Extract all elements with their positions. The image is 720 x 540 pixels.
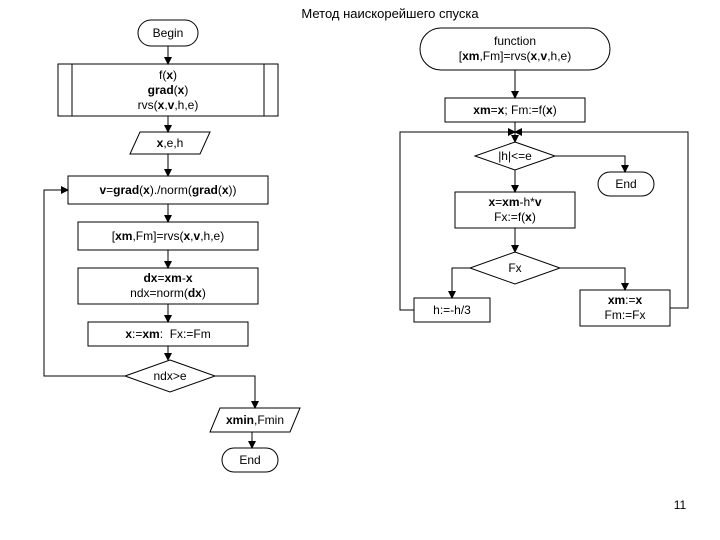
left-proc-assign: x:=xm: Fx:=Fm — [88, 322, 248, 346]
right-decision-fx: Fx — [470, 252, 560, 284]
left-end: End — [222, 448, 278, 472]
right-proc-hdiv: h:=-h/3 — [414, 298, 490, 322]
right-begin: function[xm,Fm]=rvs(x,v,h,e) — [420, 28, 610, 70]
left-output: xmin,Fmin — [210, 408, 300, 432]
left-predefined: f(x)grad(x)rvs(x,v,h,e) — [58, 64, 278, 116]
right-edge-7 — [452, 268, 470, 298]
right-proc-update: xm:=xFm:=Fx — [580, 290, 670, 326]
right-edge-5 — [560, 268, 625, 290]
page-number: 11 — [660, 498, 700, 513]
left-decision: ndx>e — [125, 360, 215, 392]
right-edge-2 — [555, 156, 625, 172]
right-proc-step: x=xm-h*vFx:=f(x) — [455, 192, 575, 228]
left-io: x,e,h — [130, 132, 210, 154]
left-proc-gradient: v=grad(x)./norm(grad(x)) — [68, 176, 268, 204]
left-proc-rvs: [xm,Fm]=rvs(x,v,h,e) — [78, 222, 258, 250]
page-title: Метод наискорейшего спуска — [260, 6, 520, 22]
right-end: End — [598, 172, 654, 196]
left-begin: Begin — [138, 20, 198, 46]
right-decision-h: |h|<=e — [475, 142, 555, 170]
right-proc-init: xm=x; Fm:=f(x) — [445, 98, 585, 122]
left-edge-7 — [215, 376, 255, 408]
left-proc-dx: dx=xm-xndx=norm(dx) — [78, 268, 258, 304]
